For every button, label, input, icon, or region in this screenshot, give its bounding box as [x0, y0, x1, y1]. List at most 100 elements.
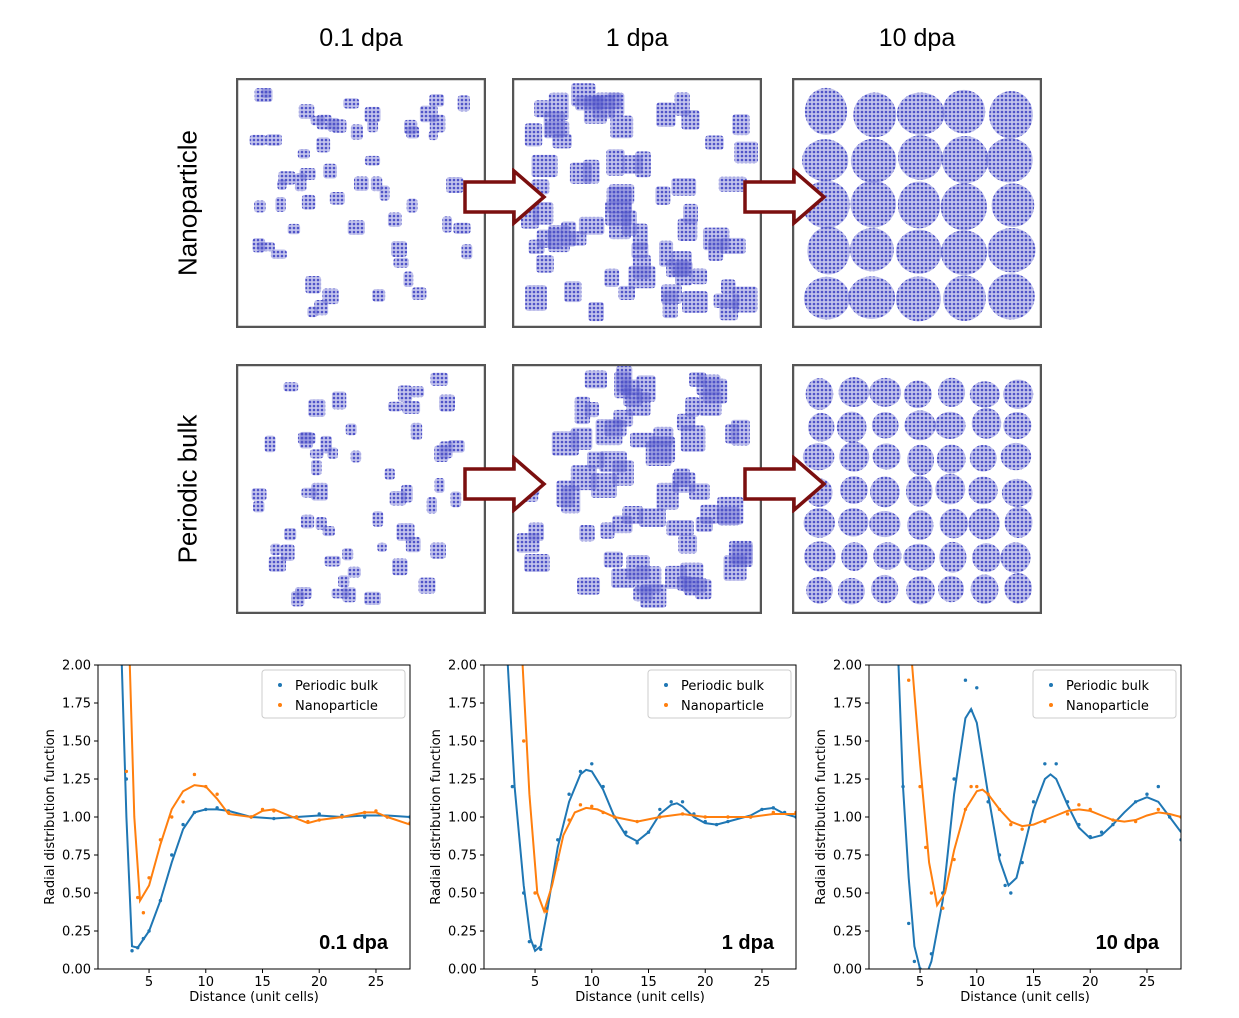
data-point [1099, 830, 1104, 834]
data-point [941, 906, 945, 910]
data-point [997, 807, 1002, 812]
column-title-10-dpa: 10 dpa [878, 24, 956, 52]
data-point [578, 769, 583, 774]
y-tick-label: 1.50 [833, 735, 862, 750]
data-point [522, 739, 526, 743]
data-point [158, 838, 163, 842]
data-point [952, 857, 956, 862]
legend: Periodic bulk Nanoparticle [1032, 669, 1177, 719]
y-tick-label: 2.00 [448, 659, 477, 674]
data-point [181, 822, 185, 827]
data-point [226, 810, 231, 815]
data-point [510, 784, 515, 789]
data-point [997, 853, 1002, 857]
column-title-1-dpa: 1 dpa [605, 24, 669, 52]
series-line-nanoparticle [911, 665, 1181, 908]
data-point [963, 678, 968, 682]
arrow-right-icon [743, 168, 827, 226]
data-point [192, 810, 197, 815]
data-point [136, 946, 140, 950]
data-point [726, 819, 730, 824]
data-point [635, 841, 639, 845]
x-tick-label: 15 [640, 975, 657, 990]
data-point [1043, 819, 1047, 824]
y-tick-label: 0.25 [62, 925, 91, 940]
data-point [918, 784, 922, 789]
data-point [748, 815, 753, 819]
data-point [624, 830, 628, 834]
data-point [533, 891, 537, 895]
data-point [317, 818, 321, 822]
data-point [1009, 822, 1013, 827]
data-point [249, 815, 253, 819]
data-point [374, 809, 378, 813]
data-point [1065, 800, 1070, 804]
x-tick-label: 10 [584, 975, 601, 990]
y-tick-label: 0.50 [62, 887, 91, 902]
data-point [556, 838, 560, 842]
y-tick-label: 0.00 [833, 963, 862, 978]
x-axis-label: Distance (unit cells) [960, 990, 1090, 1005]
rdf-plots-svg: 5 10 15 20 25 0.00 0.25 0.50 0.75 1.00 1.25 1.50 1.7… [43, 659, 1182, 1005]
legend-label: Periodic bulk [681, 679, 765, 694]
y-tick-label: 1.75 [833, 697, 862, 712]
data-point [907, 678, 911, 682]
x-tick-label: 20 [311, 975, 328, 990]
x-axis-label: Distance (unit cells) [575, 990, 705, 1005]
data-point [1145, 792, 1149, 796]
data-point [1065, 812, 1070, 816]
x-tick-label: 5 [531, 975, 539, 990]
y-axis-label: Radial distribution function [814, 729, 829, 905]
snapshot-periodic-bulk-10-dpa [792, 364, 1042, 614]
data-point [726, 815, 730, 819]
data-point [362, 815, 367, 819]
data-point [124, 777, 129, 781]
x-tick-label: 15 [254, 975, 271, 990]
data-point [680, 800, 685, 804]
data-point [215, 792, 219, 796]
data-point [204, 807, 208, 812]
data-point [1088, 807, 1092, 812]
y-tick-label: 0.00 [62, 963, 91, 978]
y-tick-label: 0.75 [833, 849, 862, 864]
data-point [986, 792, 990, 796]
snapshot-nanoparticle-0-1-dpa [236, 78, 486, 328]
data-point [703, 815, 707, 819]
data-point [1054, 762, 1058, 766]
data-point [1156, 807, 1161, 812]
data-point [929, 891, 934, 895]
data-point [1111, 822, 1115, 827]
legend-marker [1049, 703, 1053, 707]
legend: Periodic bulk Nanoparticle [261, 669, 406, 719]
x-tick-label: 25 [754, 975, 771, 990]
data-point [929, 952, 934, 956]
data-point [1133, 819, 1138, 824]
data-point [556, 857, 560, 862]
data-point [578, 803, 583, 807]
data-point [975, 784, 979, 789]
data-point [204, 784, 208, 789]
data-point [1020, 827, 1024, 831]
y-tick-label: 1.00 [833, 811, 862, 826]
y-tick-label: 1.75 [62, 697, 91, 712]
data-point [901, 784, 905, 789]
legend-marker [278, 703, 282, 707]
data-point [680, 812, 685, 816]
y-tick-label: 1.25 [833, 773, 862, 788]
data-point [260, 807, 265, 812]
legend-marker [664, 703, 668, 707]
y-tick-label: 0.75 [62, 849, 91, 864]
y-tick-label: 1.50 [448, 735, 477, 750]
legend-marker [1049, 683, 1053, 687]
rdf-chart-2: 5 10 15 20 25 0.00 0.25 0.50 0.75 1.00 1.25 1.50 1.7… [814, 659, 1182, 1005]
data-point [192, 772, 197, 777]
y-tick-label: 1.50 [62, 735, 91, 750]
y-tick-label: 0.75 [448, 849, 477, 864]
data-point [669, 800, 673, 804]
data-point [544, 909, 549, 913]
data-point [1009, 891, 1013, 895]
data-point [635, 819, 639, 824]
data-point [590, 762, 594, 766]
data-point [1088, 835, 1092, 839]
x-tick-label: 25 [1139, 975, 1156, 990]
